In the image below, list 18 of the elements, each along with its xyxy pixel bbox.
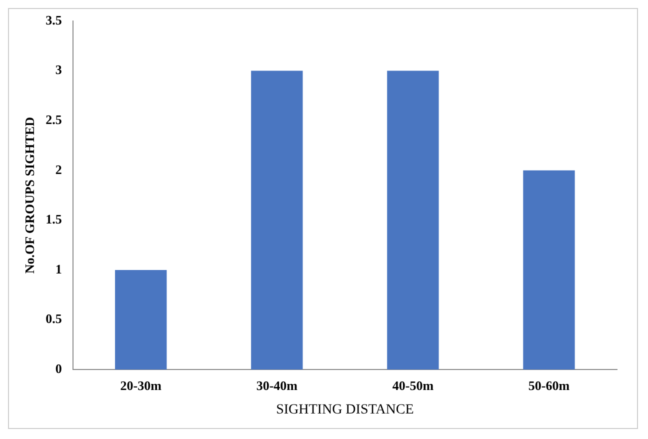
y-tick-label: 0 <box>55 360 62 376</box>
bar <box>523 170 575 370</box>
y-tick-label: 1.5 <box>46 212 62 227</box>
x-tick-label: 50-60m <box>528 378 570 393</box>
bar <box>387 70 439 370</box>
x-tick-label: 40-50m <box>392 378 434 393</box>
x-tick-label: 30-40m <box>256 378 298 393</box>
y-tick-label: 0.5 <box>46 311 62 326</box>
y-tick-label: 3 <box>55 62 62 78</box>
y-tick-label: 2.5 <box>46 112 62 127</box>
y-tick-label: 1 <box>55 261 62 276</box>
bar <box>251 70 303 370</box>
y-tick-label: 3.5 <box>46 12 62 28</box>
bar <box>115 270 167 370</box>
x-tick-label: 20-30m <box>120 378 162 393</box>
x-axis-title: SIGHTING DISTANCE <box>276 402 414 418</box>
y-axis-title: No.OF GROUPS SIGHTED <box>22 116 38 274</box>
y-tick-label: 2 <box>55 162 62 177</box>
